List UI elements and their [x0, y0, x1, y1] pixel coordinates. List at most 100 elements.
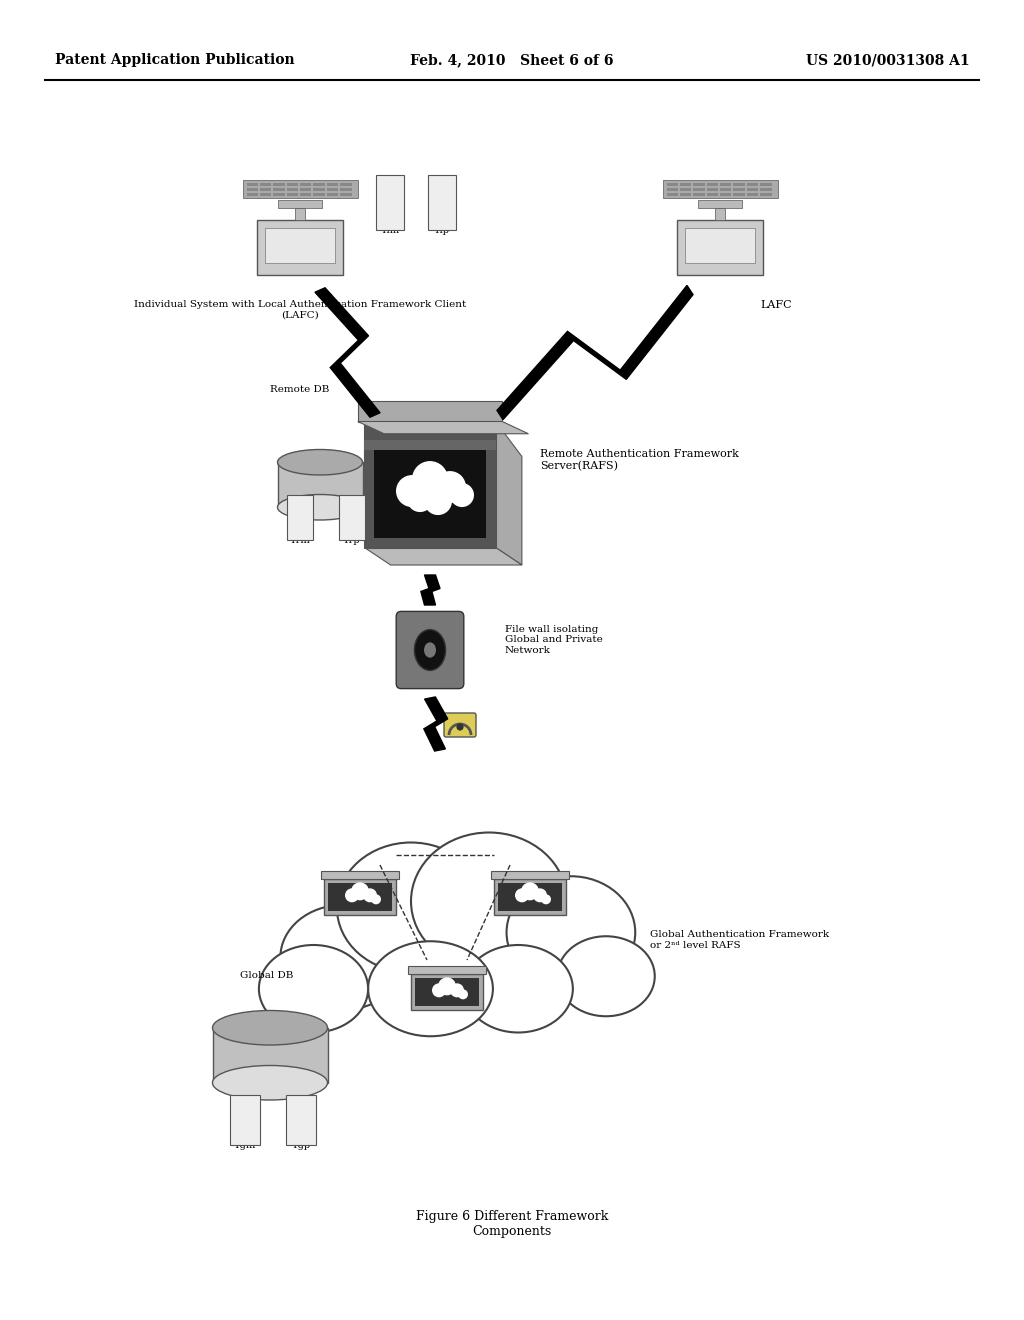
Circle shape	[407, 486, 433, 512]
Bar	[300, 183, 311, 186]
Text: Tlm: Tlm	[381, 226, 399, 235]
Bar	[287, 183, 298, 186]
Circle shape	[450, 483, 474, 507]
Bar	[265, 228, 335, 263]
Polygon shape	[365, 548, 522, 565]
Text: Tgp: Tgp	[292, 1140, 310, 1150]
Ellipse shape	[213, 1011, 328, 1045]
Bar	[273, 193, 285, 195]
Bar	[680, 183, 691, 186]
Bar	[313, 193, 325, 195]
Bar	[279, 201, 322, 209]
Bar	[339, 495, 365, 540]
Bar	[340, 183, 351, 186]
Text: Remote Authentication Framework
Server(RAFS): Remote Authentication Framework Server(R…	[540, 449, 739, 471]
Bar	[243, 180, 357, 198]
Bar	[365, 441, 496, 450]
Bar	[260, 183, 271, 186]
Ellipse shape	[278, 450, 362, 475]
Bar	[746, 193, 758, 195]
Bar	[685, 228, 755, 263]
Ellipse shape	[368, 941, 493, 1036]
Bar	[680, 187, 691, 191]
Bar	[733, 183, 744, 186]
Circle shape	[412, 461, 449, 498]
Text: Trm: Trm	[290, 536, 310, 545]
Bar	[327, 187, 338, 191]
Bar	[707, 187, 718, 191]
Ellipse shape	[557, 936, 654, 1016]
Text: US 2010/0031308 A1: US 2010/0031308 A1	[806, 53, 970, 67]
Bar	[313, 187, 325, 191]
Circle shape	[345, 888, 359, 903]
Bar	[720, 193, 731, 195]
Ellipse shape	[507, 876, 635, 989]
Bar	[733, 193, 744, 195]
Bar	[720, 183, 731, 186]
Text: Tgm: Tgm	[233, 1140, 256, 1150]
Circle shape	[534, 888, 547, 903]
Bar	[278, 462, 362, 507]
Bar	[247, 187, 258, 191]
Bar	[321, 871, 399, 879]
Bar	[680, 193, 691, 195]
Bar	[287, 193, 298, 195]
Bar	[273, 183, 285, 186]
Bar	[746, 187, 758, 191]
Bar	[295, 209, 305, 220]
Bar	[247, 193, 258, 195]
Bar	[286, 1096, 316, 1144]
FancyBboxPatch shape	[396, 611, 464, 689]
Polygon shape	[357, 421, 528, 434]
Bar	[428, 176, 456, 230]
Circle shape	[515, 888, 529, 903]
Ellipse shape	[337, 842, 485, 973]
Bar	[411, 974, 483, 1010]
Bar	[760, 187, 771, 191]
Bar	[720, 187, 731, 191]
Bar	[287, 187, 298, 191]
Bar	[667, 193, 678, 195]
Bar	[667, 183, 678, 186]
Bar	[415, 978, 479, 1006]
Bar	[327, 183, 338, 186]
Circle shape	[458, 989, 468, 999]
Bar	[340, 187, 351, 191]
Ellipse shape	[411, 833, 567, 970]
Text: File wall isolating
Global and Private
Network: File wall isolating Global and Private N…	[505, 626, 603, 655]
Ellipse shape	[281, 906, 406, 1010]
Bar	[746, 183, 758, 186]
Circle shape	[450, 983, 464, 998]
Circle shape	[521, 882, 539, 900]
Bar	[376, 176, 404, 230]
Circle shape	[432, 983, 446, 998]
Bar	[374, 444, 486, 539]
Bar	[494, 879, 566, 915]
Text: Remote DB: Remote DB	[270, 385, 330, 395]
Bar	[698, 201, 741, 209]
Bar	[273, 187, 285, 191]
Bar	[247, 183, 258, 186]
Text: Global Authentication Framework
or 2ⁿᵈ level RAFS: Global Authentication Framework or 2ⁿᵈ l…	[650, 931, 829, 949]
Bar	[285, 876, 615, 989]
Text: Figure 6 Different Framework
Components: Figure 6 Different Framework Components	[416, 1210, 608, 1238]
Bar	[715, 209, 725, 220]
Bar	[707, 183, 718, 186]
Bar	[677, 220, 763, 275]
Circle shape	[371, 895, 381, 904]
Ellipse shape	[464, 945, 572, 1032]
Text: Global DB: Global DB	[240, 970, 293, 979]
Polygon shape	[424, 697, 447, 751]
Ellipse shape	[424, 643, 436, 657]
Text: Tlp: Tlp	[434, 226, 450, 235]
Bar	[260, 193, 271, 195]
Bar	[760, 183, 771, 186]
Circle shape	[396, 475, 428, 507]
Ellipse shape	[259, 945, 368, 1032]
Circle shape	[457, 723, 464, 730]
Bar	[300, 193, 311, 195]
Ellipse shape	[213, 1065, 328, 1100]
Polygon shape	[315, 288, 380, 417]
Circle shape	[351, 882, 369, 900]
Text: Individual System with Local Authentication Framework Client
(LAFC): Individual System with Local Authenticat…	[134, 300, 466, 319]
